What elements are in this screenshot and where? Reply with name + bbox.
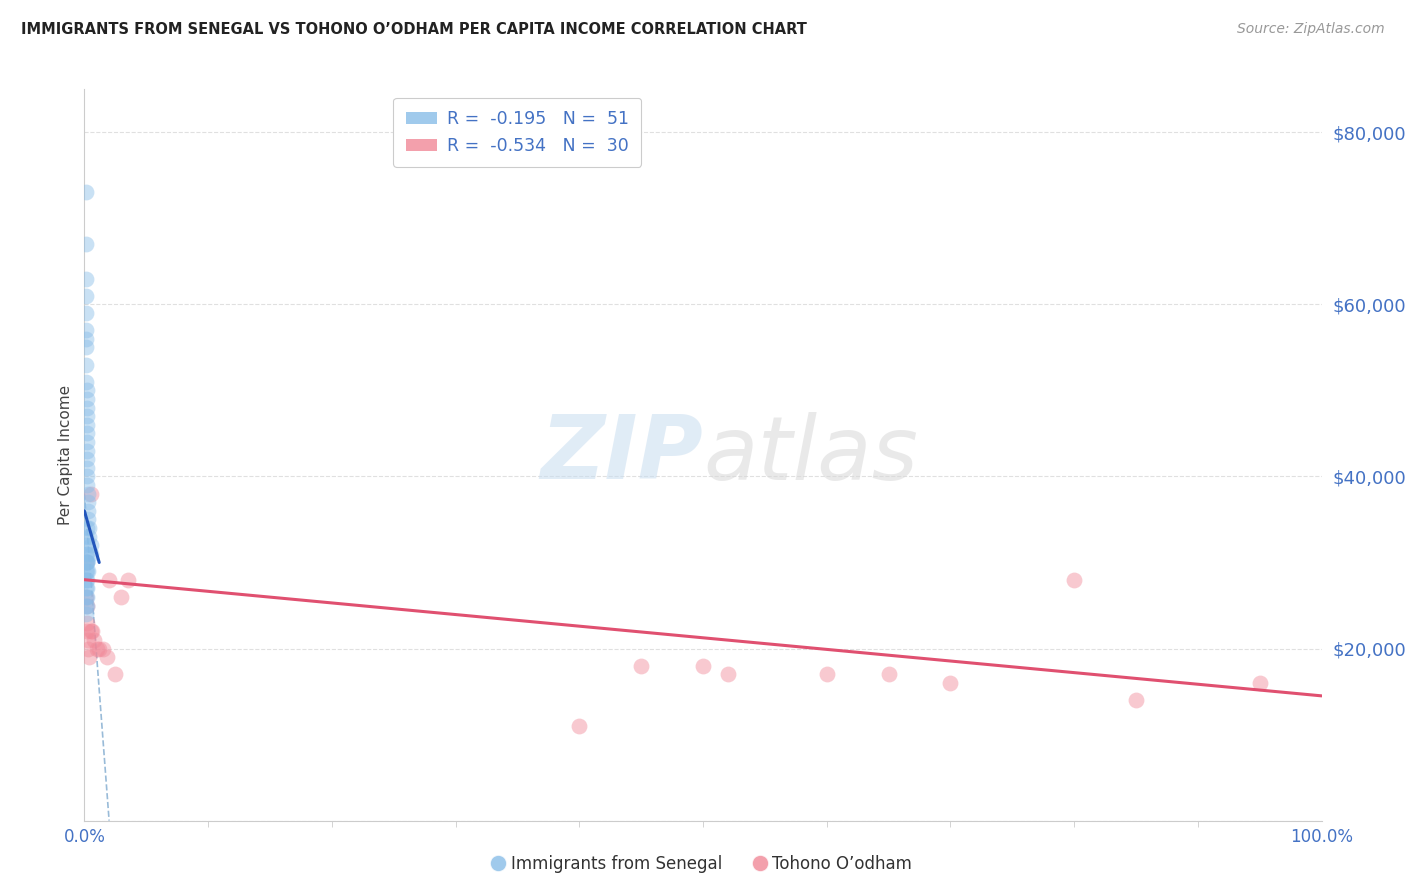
Point <box>117 573 139 587</box>
Point <box>75 237 97 252</box>
Point <box>76 384 98 398</box>
Point <box>75 530 97 544</box>
Point <box>79 538 101 552</box>
Point <box>717 667 740 681</box>
Point <box>96 650 118 665</box>
Point <box>76 582 98 596</box>
Point <box>815 667 838 681</box>
Legend: R =  -0.195   N =  51, R =  -0.534   N =  30: R = -0.195 N = 51, R = -0.534 N = 30 <box>394 98 641 167</box>
Point <box>75 590 97 604</box>
Text: IMMIGRANTS FROM SENEGAL VS TOHONO O’ODHAM PER CAPITA INCOME CORRELATION CHART: IMMIGRANTS FROM SENEGAL VS TOHONO O’ODHA… <box>21 22 807 37</box>
Point <box>86 641 108 656</box>
Point <box>75 547 97 561</box>
Point <box>630 658 652 673</box>
Point <box>75 556 97 570</box>
Point <box>79 650 101 665</box>
Point <box>76 478 98 492</box>
Point <box>76 564 98 578</box>
Point <box>75 332 97 346</box>
Point <box>77 512 100 526</box>
Point <box>76 443 98 458</box>
Legend: Immigrants from Senegal, Tohono O’odham: Immigrants from Senegal, Tohono O’odham <box>488 848 918 880</box>
Point <box>75 573 97 587</box>
Point <box>79 486 101 500</box>
Text: atlas: atlas <box>703 412 918 498</box>
Point <box>75 340 97 354</box>
Point <box>79 547 101 561</box>
Point <box>75 375 97 389</box>
Point <box>76 417 98 432</box>
Point <box>76 615 98 630</box>
Point <box>76 556 98 570</box>
Point <box>77 504 100 518</box>
Point <box>75 607 97 621</box>
Point <box>76 521 98 535</box>
Point <box>76 573 98 587</box>
Point <box>76 435 98 450</box>
Point <box>76 556 98 570</box>
Point <box>89 641 111 656</box>
Point <box>939 676 962 690</box>
Point <box>75 271 97 285</box>
Point <box>877 667 900 681</box>
Point <box>76 624 98 639</box>
Point <box>75 538 97 552</box>
Point <box>76 547 98 561</box>
Point <box>79 624 101 639</box>
Point <box>83 632 105 647</box>
Point <box>75 590 97 604</box>
Point <box>76 469 98 483</box>
Point <box>77 486 100 500</box>
Point <box>98 573 121 587</box>
Point <box>104 667 127 681</box>
Point <box>75 186 97 200</box>
Point <box>76 599 98 613</box>
Point <box>75 556 97 570</box>
Y-axis label: Per Capita Income: Per Capita Income <box>58 384 73 525</box>
Point <box>76 460 98 475</box>
Point <box>1249 676 1271 690</box>
Text: ZIP: ZIP <box>540 411 703 499</box>
Point <box>77 564 100 578</box>
Point <box>80 624 103 639</box>
Point <box>75 564 97 578</box>
Point <box>77 632 100 647</box>
Point <box>692 658 714 673</box>
Point <box>79 530 101 544</box>
Point <box>110 590 132 604</box>
Point <box>75 306 97 320</box>
Point <box>568 719 591 733</box>
Point <box>76 452 98 467</box>
Point <box>1063 573 1085 587</box>
Point <box>75 599 97 613</box>
Point <box>76 590 98 604</box>
Point <box>77 495 100 509</box>
Point <box>79 521 101 535</box>
Point <box>76 556 98 570</box>
Point <box>76 599 98 613</box>
Point <box>75 582 97 596</box>
Point <box>76 401 98 415</box>
Point <box>77 641 100 656</box>
Point <box>75 323 97 337</box>
Point <box>76 409 98 424</box>
Point <box>91 641 114 656</box>
Point <box>76 426 98 441</box>
Point <box>1125 693 1147 707</box>
Text: Source: ZipAtlas.com: Source: ZipAtlas.com <box>1237 22 1385 37</box>
Point <box>76 392 98 406</box>
Point <box>75 289 97 303</box>
Point <box>75 358 97 372</box>
